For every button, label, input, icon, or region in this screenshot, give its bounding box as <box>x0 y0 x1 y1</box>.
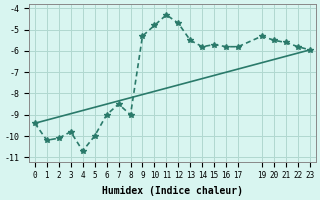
X-axis label: Humidex (Indice chaleur): Humidex (Indice chaleur) <box>102 186 243 196</box>
